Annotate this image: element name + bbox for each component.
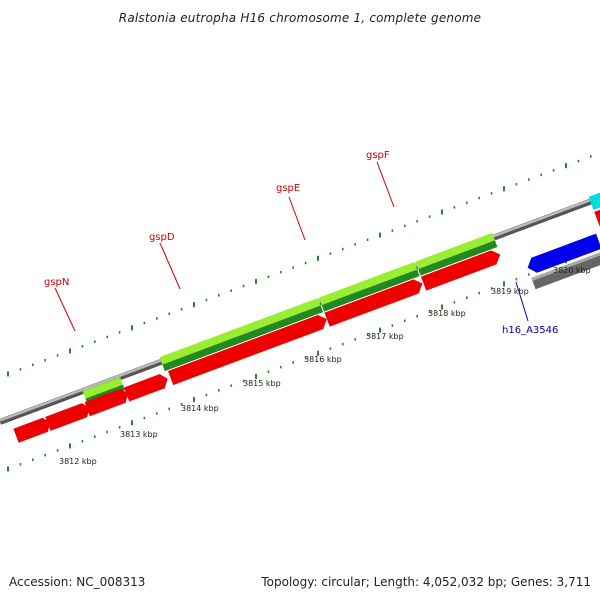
inner-tick-track [7, 250, 592, 472]
cog-feature-gspF [415, 232, 498, 276]
accession-label: Accession: NC_008313 [9, 575, 146, 589]
feature-track [13, 168, 600, 443]
gene-labels: gspN gspD gspE gspF h16_A3546 [44, 150, 558, 336]
gene-label-leaders [54, 161, 529, 332]
cog-feature-gspE [318, 261, 420, 312]
scale-label-3818: 3818 kbp [428, 309, 466, 318]
scale-label-3814: 3814 kbp [181, 404, 219, 413]
scale-label-3815: 3815 kbp [243, 379, 281, 388]
cog-feature-gspD [159, 297, 324, 372]
reverse-feature-grey [531, 247, 600, 290]
gene-label-h16-A3546: h16_A3546 [502, 325, 558, 336]
gene-label-gspE: gspE [276, 183, 300, 194]
scale-label-3816: 3816 kbp [304, 355, 342, 364]
map-title: Ralstonia eutropha H16 chromosome 1, com… [118, 11, 482, 25]
gene-label-gspN: gspN [44, 277, 69, 288]
scale-label-3813: 3813 kbp [120, 430, 158, 439]
cds-forward-track [13, 187, 600, 443]
scale-label-3819: 3819 kbp [491, 287, 529, 296]
kbp-scale-labels: 3812 kbp 3813 kbp 3814 kbp 3815 kbp 3816… [59, 266, 591, 466]
gene-label-gspD: gspD [149, 232, 175, 243]
genome-summary-label: Topology: circular; Length: 4,052,032 bp… [261, 575, 591, 589]
outer-tick-track [7, 155, 592, 377]
gene-label-gspF: gspF [366, 150, 390, 161]
scale-label-3817: 3817 kbp [366, 332, 404, 341]
reverse-gene-h16-A3546 [527, 233, 600, 273]
scale-label-3812: 3812 kbp [59, 457, 97, 466]
scale-label-3820: 3820 kbp [553, 266, 591, 275]
